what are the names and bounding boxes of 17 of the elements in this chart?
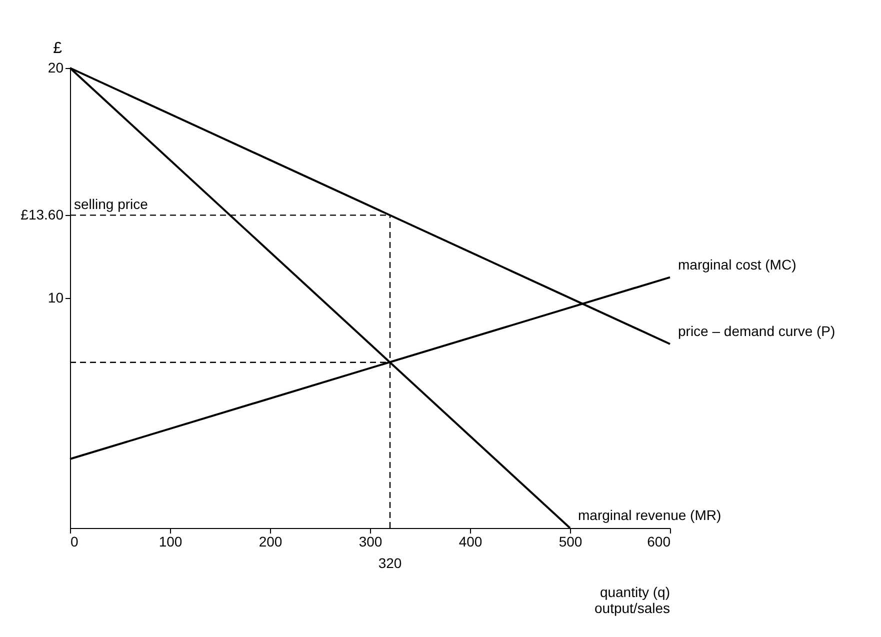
x-tick-label: 400 [458, 534, 482, 550]
x-tick-label: 300 [358, 534, 382, 550]
series-label: price – demand curve (P) [678, 323, 836, 339]
y-tick-label: £13.60 [20, 206, 64, 223]
series-label: marginal cost (MC) [678, 256, 796, 272]
x-tick-label: 200 [258, 534, 282, 550]
y-tick-label: 10 [48, 290, 64, 306]
y-tick-label: 20 [48, 60, 64, 76]
ref-line-label: 320 [378, 555, 402, 571]
series-label: marginal revenue (MR) [578, 507, 722, 523]
y-axis-title: £ [53, 40, 62, 57]
ref-line-label: selling price [74, 196, 148, 212]
x-tick-label: 500 [558, 534, 582, 550]
x-tick-label: 600 [647, 534, 671, 550]
x-axis-title: quantity (q) output/sales [594, 584, 670, 616]
x-tick-label: 100 [158, 534, 182, 550]
x-tick-label: 0 [70, 534, 78, 550]
